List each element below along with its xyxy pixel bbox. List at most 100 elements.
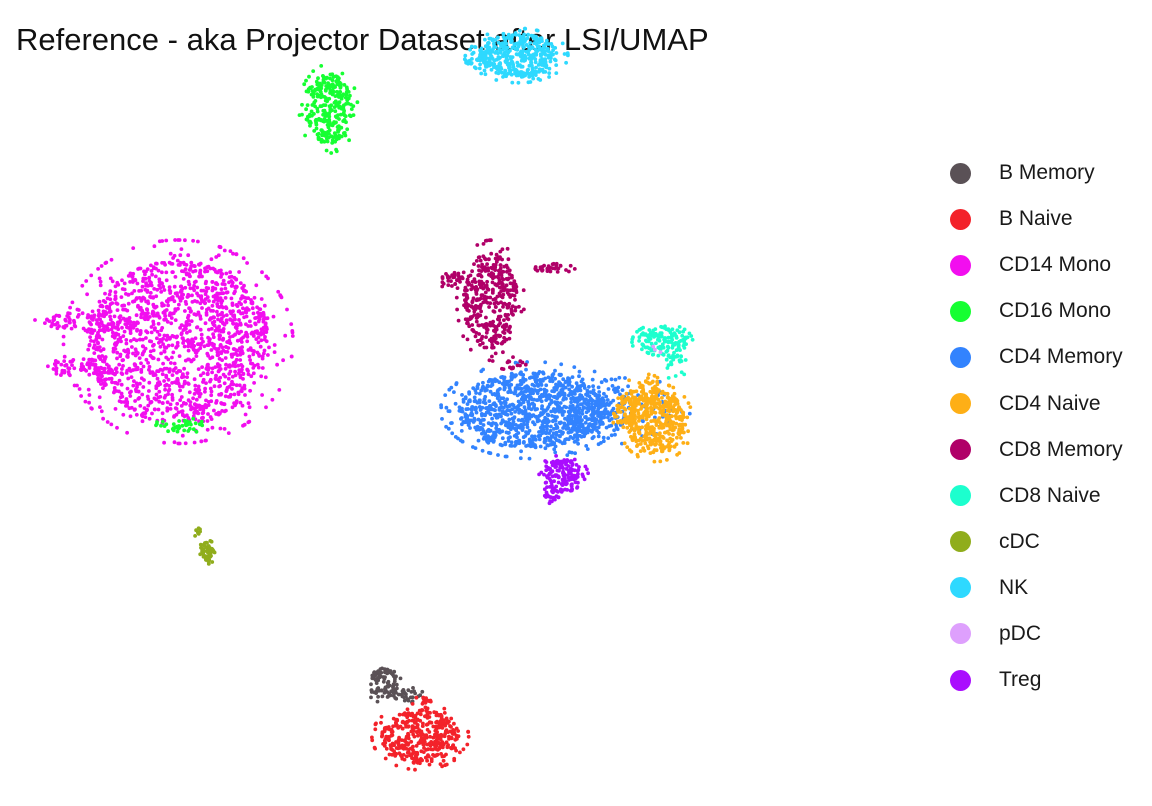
point-cd14-mono: [112, 390, 116, 395]
point-b-naive: [399, 754, 404, 759]
point-cd4-memory: [572, 399, 577, 404]
point-cd8-memory: [465, 337, 470, 342]
point-cd4-memory: [519, 370, 523, 375]
point-cd8-naive: [649, 341, 654, 346]
point-cd4-memory: [545, 424, 550, 428]
point-cd14-mono: [149, 263, 153, 268]
point-cd14-mono: [146, 361, 151, 365]
point-cdc: [210, 560, 215, 564]
point-cd4-memory: [481, 423, 486, 427]
point-cd14-mono: [153, 372, 157, 377]
point-b-memory: [375, 699, 380, 704]
point-cd8-memory: [501, 277, 506, 282]
point-cd14-mono: [121, 412, 126, 417]
point-cd14-mono: [111, 321, 116, 326]
point-cd14-mono: [254, 283, 259, 288]
point-cd14-mono: [185, 375, 190, 379]
point-cd14-mono: [116, 282, 121, 287]
point-cd4-naive: [638, 442, 643, 446]
point-cd8-memory: [484, 324, 489, 329]
point-cd14-mono: [80, 311, 85, 316]
point-cd4-naive: [686, 401, 691, 405]
point-cd8-memory: [508, 365, 512, 370]
point-cd4-naive: [632, 432, 637, 437]
point-cd14-mono: [161, 342, 166, 346]
point-cd14-mono: [266, 276, 270, 281]
point-b-naive: [423, 705, 428, 710]
point-b-memory: [394, 674, 398, 679]
point-cd14-mono: [165, 333, 170, 338]
point-cd4-memory: [596, 442, 601, 447]
point-cd14-mono: [163, 313, 168, 318]
point-cd14-mono: [249, 374, 254, 379]
point-cd8-memory: [496, 268, 501, 273]
point-cd8-memory: [533, 267, 538, 272]
point-cd14-mono: [150, 411, 154, 416]
point-cd4-memory: [562, 404, 567, 409]
point-cd14-mono: [125, 325, 129, 330]
point-cd14-mono: [72, 366, 77, 371]
point-cd8-memory: [511, 355, 515, 359]
point-cd4-memory: [480, 427, 485, 431]
point-cd14-mono: [217, 269, 222, 273]
point-cd14-mono: [259, 338, 264, 343]
point-cd14-mono: [149, 330, 154, 335]
point-cd14-mono: [195, 325, 200, 330]
point-cd14-mono: [196, 310, 201, 315]
point-cd14-mono: [105, 326, 110, 330]
point-cd14-mono: [166, 303, 171, 308]
point-cd4-memory: [543, 446, 548, 451]
point-b-naive: [409, 729, 414, 734]
point-b-naive: [443, 723, 448, 728]
point-cd14-mono: [218, 426, 223, 431]
point-cd14-mono: [75, 383, 79, 388]
point-cd14-mono: [242, 283, 246, 288]
point-cd14-mono: [188, 274, 192, 279]
point-cd4-memory: [606, 436, 611, 440]
point-cd14-mono: [87, 320, 92, 324]
point-cd14-mono: [224, 318, 229, 323]
point-cd14-mono: [116, 320, 120, 325]
point-cd4-memory: [519, 422, 524, 427]
point-cd14-mono: [63, 363, 67, 368]
point-cd14-mono: [206, 353, 211, 358]
point-cd14-mono: [108, 276, 113, 281]
point-cd14-mono: [201, 339, 205, 344]
point-cd16-mono: [324, 118, 329, 123]
point-cd4-memory: [521, 426, 525, 430]
point-cd4-memory: [546, 375, 551, 380]
point-cd4-naive: [613, 415, 617, 419]
point-cd14-mono: [210, 425, 215, 430]
point-cd4-naive: [621, 394, 625, 399]
point-cd14-mono: [114, 380, 118, 385]
point-cd14-mono: [86, 347, 91, 352]
point-cd14-mono: [156, 314, 161, 318]
point-cd14-mono: [191, 396, 196, 401]
point-cd4-memory: [502, 375, 507, 380]
point-cd14-mono: [261, 317, 266, 322]
point-cd4-memory: [574, 381, 579, 386]
point-cd4-memory: [508, 403, 512, 408]
point-cd4-memory: [546, 413, 551, 418]
point-cd14-mono: [188, 266, 193, 271]
point-cd14-mono: [151, 319, 156, 324]
point-cd14-mono: [245, 339, 250, 344]
point-cd14-mono: [128, 271, 133, 276]
point-cd14-mono: [224, 290, 229, 295]
point-cd14-mono: [198, 343, 203, 347]
point-cd14-mono: [122, 287, 127, 292]
point-cd4-memory: [555, 396, 559, 401]
point-cd4-naive: [637, 381, 642, 385]
point-b-naive: [431, 742, 436, 747]
point-cd8-memory: [487, 338, 492, 342]
point-cd4-memory: [588, 405, 593, 410]
point-cd8-memory: [476, 297, 481, 302]
point-cd4-memory: [552, 427, 556, 431]
point-cd14-mono: [203, 281, 208, 286]
point-b-memory: [382, 690, 387, 695]
point-cd14-mono: [226, 431, 231, 435]
point-cd14-mono: [196, 239, 200, 244]
point-cd14-mono: [199, 332, 204, 337]
point-cd16-mono: [314, 126, 319, 131]
point-cd8-memory: [513, 297, 517, 302]
